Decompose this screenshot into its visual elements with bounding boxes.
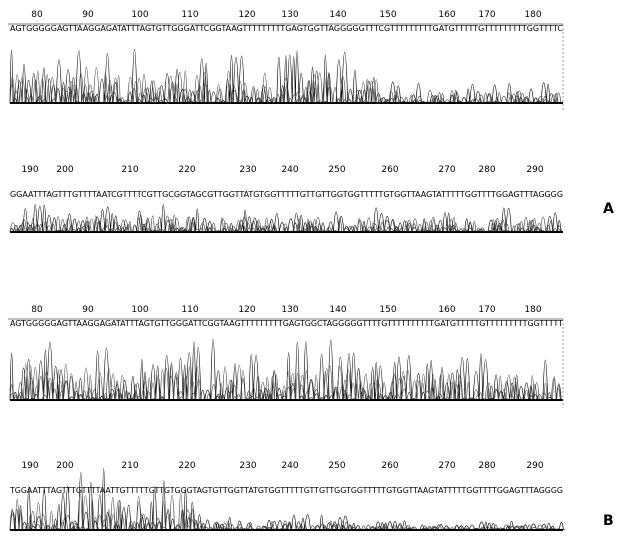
position-label: 280 [478,165,495,175]
position-label: 170 [478,305,495,315]
position-label: 250 [328,165,345,175]
position-label: 240 [281,165,298,175]
position-label: 110 [181,305,198,315]
position-label: 210 [121,461,138,471]
position-label: 240 [281,461,298,471]
position-label: 280 [478,461,495,471]
position-label: 90 [82,305,94,315]
trace [9,204,562,234]
position-label: 190 [21,165,38,175]
sequence: TGGAATTTAGTTTGTTTTAATTGTTTTTGTTGTGGGTAGT… [9,486,563,495]
position-label: 150 [379,10,396,20]
position-label: 150 [379,305,396,315]
position-label: 130 [281,305,298,315]
position-label: 200 [56,165,73,175]
position-label: 140 [329,305,346,315]
position-label: 170 [478,10,495,20]
position-label: 130 [281,10,298,20]
position-label: 210 [121,165,138,175]
position-label: 140 [329,10,346,20]
trace [9,70,562,105]
position-label: 230 [239,165,256,175]
position-label: 200 [56,461,73,471]
position-label: 160 [438,305,455,315]
position-label: 90 [82,10,94,20]
position-label: 190 [21,461,38,471]
position-label: 100 [131,10,148,20]
position-label: 180 [524,10,541,20]
trace [9,49,562,105]
panel-label: B [603,513,614,529]
position-label: 100 [131,305,148,315]
position-label: 160 [438,10,455,20]
position-label: 220 [178,165,195,175]
position-label: 220 [178,461,195,471]
position-label: 180 [524,305,541,315]
position-label: 270 [438,165,455,175]
sequence: GGAATTTAGTTTGTTTTAATCGTTTTCGTTGCGGTAGCGT… [10,190,563,199]
position-label: 290 [526,165,543,175]
panel-label: A [603,201,614,217]
position-label: 80 [31,305,43,315]
position-label: 270 [438,461,455,471]
position-label: 230 [239,461,256,471]
trace [9,363,562,402]
position-label: 110 [181,10,198,20]
position-label: 260 [381,165,398,175]
position-label: 250 [328,461,345,471]
position-label: 120 [238,305,255,315]
position-label: 120 [238,10,255,20]
trace [9,468,564,532]
position-label: 290 [526,461,543,471]
sequence: AGTGGGGGAGTTAAGGAGATATTTAGTGTTGGGATTCGGT… [10,24,563,33]
position-label: 260 [381,461,398,471]
position-label: 80 [31,10,43,20]
sequence: AGTGGGGGAGTTAAGGAGATATTTAGTGTTGGGATTCGGT… [10,319,563,328]
